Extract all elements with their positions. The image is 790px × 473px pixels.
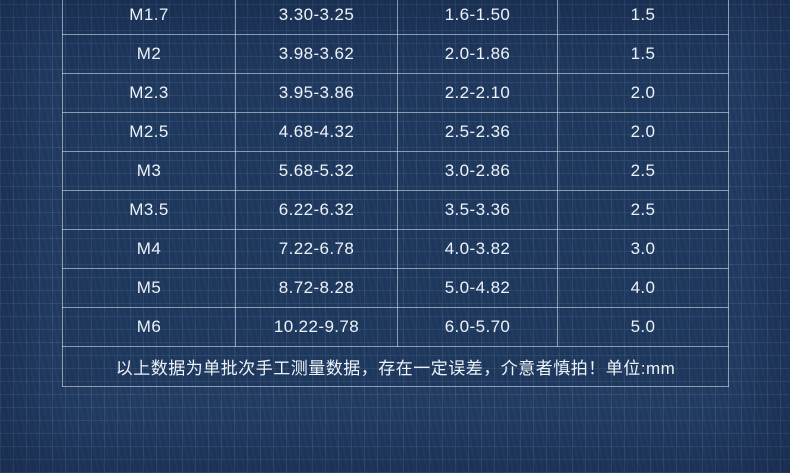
table-cell: 1.5 — [557, 34, 729, 74]
table-row: M4 7.22-6.78 4.0-3.82 3.0 — [62, 229, 729, 269]
table-cell: M4 — [62, 229, 236, 269]
table-cell: 2.0 — [557, 73, 729, 113]
table-cell: 2.5 — [557, 151, 729, 191]
table-cell: 5.68-5.32 — [235, 151, 398, 191]
table-cell: M5 — [62, 268, 236, 308]
table-cell: 2.0-1.86 — [397, 34, 558, 74]
table-cell: 2.0 — [557, 112, 729, 152]
table-cell: 3.5-3.36 — [397, 190, 558, 230]
table-footer-row: 以上数据为单批次手工测量数据，存在一定误差，介意者慎拍！单位:mm — [62, 346, 729, 387]
table-cell: M1.7 — [62, 0, 236, 35]
table-row: M6 10.22-9.78 6.0-5.70 5.0 — [62, 307, 729, 347]
table-cell: 5.0-4.82 — [397, 268, 558, 308]
table-cell: 4.0-3.82 — [397, 229, 558, 269]
table-row: M2.3 3.95-3.86 2.2-2.10 2.0 — [62, 73, 729, 113]
table-cell: 3.0-2.86 — [397, 151, 558, 191]
table-cell: 4.0 — [557, 268, 729, 308]
table-cell: M2.3 — [62, 73, 236, 113]
table-cell: 6.22-6.32 — [235, 190, 398, 230]
table-cell: 1.6-1.50 — [397, 0, 558, 35]
table-cell: 2.5 — [557, 190, 729, 230]
table-cell: 7.22-6.78 — [235, 229, 398, 269]
table-cell: 1.5 — [557, 0, 729, 35]
table-cell: 3.98-3.62 — [235, 34, 398, 74]
table-row: M1.7 3.30-3.25 1.6-1.50 1.5 — [62, 0, 729, 35]
table-cell: 3.0 — [557, 229, 729, 269]
table-cell: 10.22-9.78 — [235, 307, 398, 347]
table-cell: 4.68-4.32 — [235, 112, 398, 152]
spec-table: M1.7 3.30-3.25 1.6-1.50 1.5 M2 3.98-3.62… — [62, 0, 729, 387]
table-cell: M2 — [62, 34, 236, 74]
table-row: M3.5 6.22-6.32 3.5-3.36 2.5 — [62, 190, 729, 230]
table-cell: M3 — [62, 151, 236, 191]
table-cell: 5.0 — [557, 307, 729, 347]
table-cell: 8.72-8.28 — [235, 268, 398, 308]
table-cell: 6.0-5.70 — [397, 307, 558, 347]
table-row: M2 3.98-3.62 2.0-1.86 1.5 — [62, 34, 729, 74]
table-row: M5 8.72-8.28 5.0-4.82 4.0 — [62, 268, 729, 308]
table-cell: 3.95-3.86 — [235, 73, 398, 113]
table-cell: 2.2-2.10 — [397, 73, 558, 113]
table-row: M3 5.68-5.32 3.0-2.86 2.5 — [62, 151, 729, 191]
table-cell: 3.30-3.25 — [235, 0, 398, 35]
table-cell: M3.5 — [62, 190, 236, 230]
table-cell: M2.5 — [62, 112, 236, 152]
table-row: M2.5 4.68-4.32 2.5-2.36 2.0 — [62, 112, 729, 152]
table-footer-note: 以上数据为单批次手工测量数据，存在一定误差，介意者慎拍！单位:mm — [62, 346, 729, 387]
table-cell: M6 — [62, 307, 236, 347]
table-cell: 2.5-2.36 — [397, 112, 558, 152]
